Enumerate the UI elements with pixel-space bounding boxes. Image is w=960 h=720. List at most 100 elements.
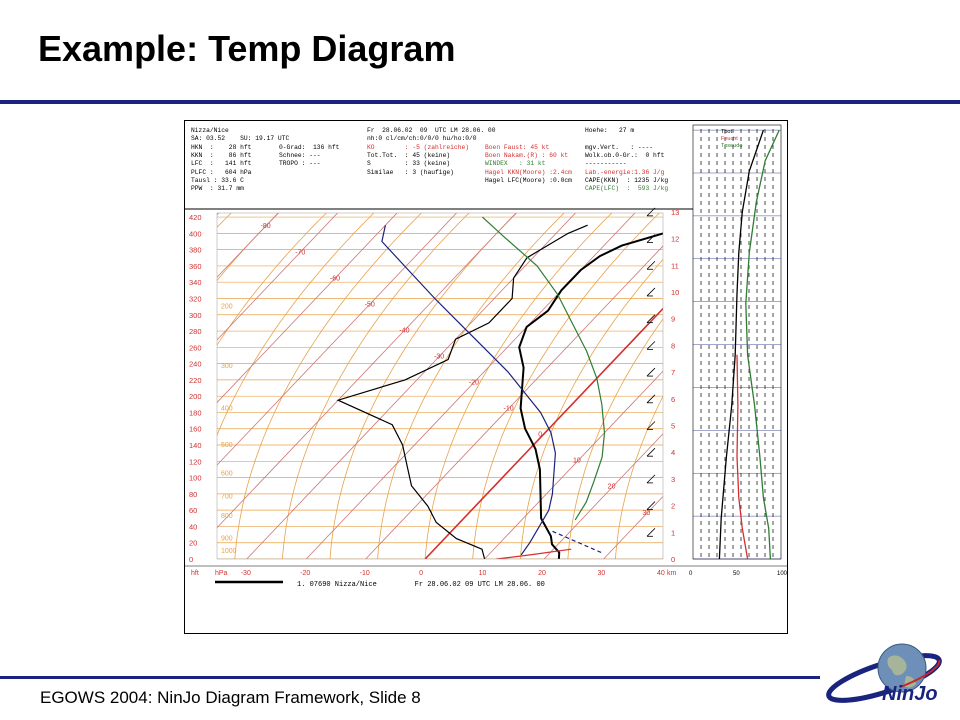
header-col1-line: PLFC : 604 hPa: [191, 168, 252, 176]
hft-tick-label: 220: [189, 376, 202, 385]
sounding-series-0: [518, 232, 663, 559]
dry-adiabat: [217, 213, 375, 437]
header-col3-line: Fr 28.06.02 09 UTC LM 28.06. 00: [367, 127, 496, 134]
header-col1-line: PPW : 31.7 mm: [191, 185, 244, 193]
isotherm: [603, 495, 663, 559]
x-tick-label: 0: [419, 570, 423, 577]
header-col4-line: Hagel KKN(Moore) :2.4cm: [485, 168, 572, 176]
isotherm-label: 30: [642, 510, 650, 517]
header-col2-line: Schnee: ---: [279, 151, 321, 159]
isotherm-label: 40: [677, 536, 685, 543]
sounding-series-5: [552, 530, 604, 554]
hpa-tick-label: 800: [221, 513, 233, 520]
header-col3-line: Tot.Tot. : 45 (keine): [367, 151, 451, 159]
y-axis-unit-label: hft: [191, 570, 199, 577]
hft-tick-label: 360: [189, 262, 202, 271]
header-col3-line: nh:0 cl/cm/ch:0/0/0 hu/ho:0/0: [367, 135, 477, 143]
title-rule: [0, 100, 960, 104]
x-tick-label: -20: [300, 570, 310, 577]
header-col1-line: SA: 03.52 SU: 19.17 UTC: [191, 135, 290, 143]
isotherm-label: -10: [504, 406, 514, 413]
hft-tick-label: 260: [189, 343, 202, 352]
sounding-series-2: [381, 225, 557, 556]
header-col5-line: CAPE(LFC) : 593 J/kg: [585, 185, 669, 193]
ninjo-logo: NinJo: [826, 643, 942, 705]
dry-adiabat: [615, 395, 663, 559]
hft-tick-label: 100: [189, 474, 202, 483]
header-col1-line: HKN : 28 hft: [191, 143, 252, 151]
wind-barb: [646, 528, 656, 537]
dry-adiabat: [567, 318, 663, 559]
wind-barb: [646, 207, 656, 217]
hft-tick-label: 0: [189, 555, 193, 564]
hft-tick-label: 200: [189, 392, 202, 401]
hft-tick-label: 280: [189, 327, 202, 336]
hft-tick-label: 140: [189, 441, 202, 450]
side-series-0: [718, 129, 765, 560]
wind-barb: [646, 234, 656, 243]
km-tick-label: 12: [671, 235, 679, 244]
temp-diagram-figure: Nizza/Nice SA: 03.52 SU: 19.17 UTC HKN : 2…: [184, 120, 788, 634]
header-col2-line: 0-Grad: 136 hft: [279, 143, 340, 151]
isotherm-label: 10: [573, 458, 581, 465]
dry-adiabat: [185, 209, 188, 559]
wind-barb: [646, 394, 656, 404]
header-col1-line: Tausl : 33.6 C: [191, 176, 244, 184]
header-col5-line: mgv.Vert. : ----: [585, 143, 654, 151]
header-col5-line: Wolk.ob.0-Gr.: 0 hft: [585, 151, 665, 159]
wind-barb: [646, 447, 656, 457]
x-tick-label: 30: [598, 570, 606, 577]
header-col4-line: WINDEX : 31 kt: [485, 160, 546, 168]
hpa-tick-label: 500: [221, 442, 233, 449]
slide-footer: EGOWS 2004: NinJo Diagram Framework, Sli…: [40, 688, 421, 707]
hpa-tick-label: 600: [221, 471, 233, 478]
dry-adiabat: [234, 213, 422, 559]
km-tick-label: 10: [671, 288, 679, 297]
x-tick-label: 40: [657, 570, 665, 577]
header-col4-line: Hagel LFC(Moore) :0.0cm: [485, 176, 572, 184]
hpa-tick-label: 700: [221, 493, 233, 500]
hpa-tick-label: 200: [221, 304, 233, 311]
hpa-tick-label: 900: [221, 536, 233, 543]
hpa-tick-label: 300: [221, 363, 233, 370]
header-col1-line: Nizza/Nice: [191, 127, 229, 134]
side-panel-frame: [692, 124, 782, 560]
hft-tick-label: 320: [189, 294, 202, 303]
side-x-tick-label: 0: [689, 571, 693, 577]
side-x-tick-label: 50: [733, 571, 740, 577]
wind-barb: [646, 421, 656, 430]
isotherm: [424, 307, 663, 559]
isotherm: [246, 213, 576, 559]
hft-tick-label: 160: [189, 425, 202, 434]
temp-diagram-chart: -80-70-60-50-40-30-20-100102030400204060…: [185, 124, 787, 584]
slide-title: Example: Temp Diagram: [38, 28, 456, 69]
ninjo-logo-text: NinJo: [882, 683, 938, 705]
wind-barb: [646, 501, 656, 510]
isotherm: [365, 245, 663, 559]
isotherm: [217, 213, 458, 466]
isotherm-label: -40: [399, 327, 409, 334]
side-legend-label: Tpot: [721, 129, 732, 135]
dry-adiabat: [472, 213, 660, 559]
isotherm: [217, 213, 398, 404]
side-x-tick-label: 100: [777, 571, 787, 577]
hft-tick-label: 80: [189, 490, 197, 499]
dry-adiabat: [217, 213, 327, 346]
wind-barb: [646, 367, 656, 377]
hft-tick-label: 420: [189, 213, 202, 222]
x-tick-label: -30: [241, 570, 251, 577]
hft-tick-label: 180: [189, 408, 202, 417]
isotherm-label: 20: [608, 484, 616, 491]
diagram-footer-label: 1. 07690 Nizza/Nice Fr 28.06.02 09 UTC L…: [297, 581, 545, 589]
side-series-2: [745, 129, 780, 560]
sounding-series-4: [496, 548, 572, 559]
isotherm-label: -60: [330, 275, 340, 282]
isotherm-label: -70: [295, 249, 305, 256]
dry-adiabat: [519, 258, 663, 559]
y-axis-right-unit-label: km: [667, 570, 677, 577]
header-col1-line: LFC : 141 hft: [191, 160, 252, 168]
km-tick-label: 13: [671, 208, 679, 217]
isotherm-label: -30: [434, 353, 444, 360]
header-col1-line: KKN : 86 hft: [191, 151, 252, 159]
header-col4-line: Boen Faust: 45 kt: [485, 143, 550, 151]
